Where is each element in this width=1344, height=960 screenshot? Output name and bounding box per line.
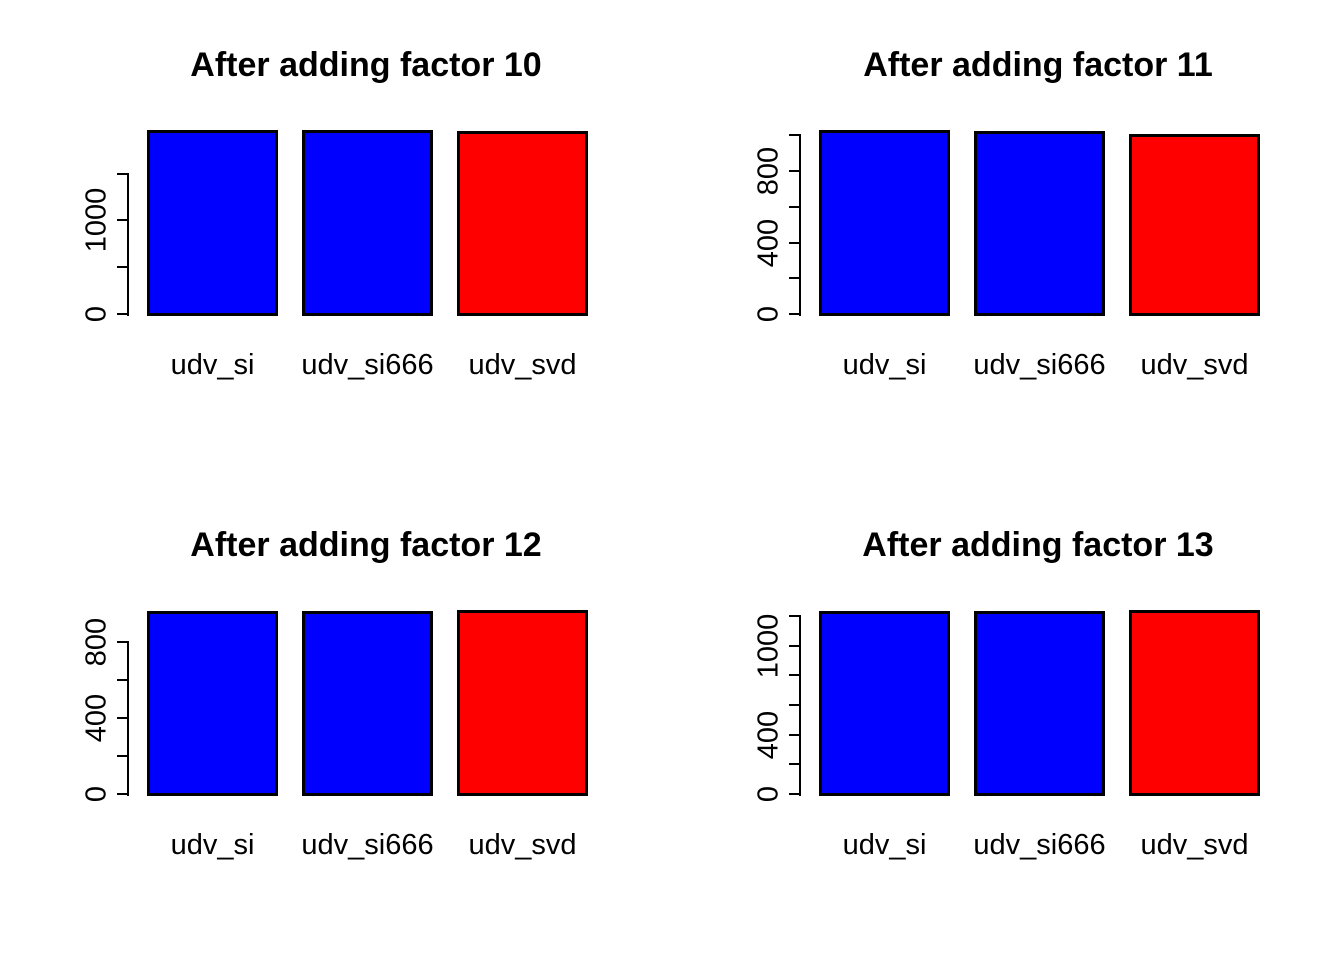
bar-udv_si666 — [974, 130, 1105, 316]
bar-udv_si — [819, 130, 950, 316]
panel-title: After adding factor 13 — [862, 526, 1214, 564]
y-tick-label: 1000 — [752, 613, 785, 678]
bar-udv_si — [819, 610, 950, 796]
barplot-panel-factor-13: After adding factor 13 0 400 1000 udv_si udv… — [672, 480, 1344, 960]
y-tick-label: 0 — [80, 785, 113, 803]
x-category-label: udv_si — [842, 349, 927, 381]
y-tick — [789, 205, 801, 208]
y-tick — [789, 793, 801, 795]
panel-title: After adding factor 12 — [190, 526, 542, 564]
bar-udv_si — [147, 611, 278, 796]
y-tick — [117, 219, 129, 222]
barplot-panel-factor-12: After adding factor 12 0 400 800 udv_si udv_… — [0, 480, 672, 960]
y-axis-line — [127, 173, 129, 316]
y-tick-label: 0 — [80, 305, 113, 323]
y-tick-label: 1000 — [80, 188, 113, 253]
x-category-label: udv_si — [842, 829, 927, 861]
y-axis-line — [799, 135, 801, 316]
panel-title: After adding factor 11 — [863, 46, 1213, 84]
bar-udv_svd — [1129, 610, 1260, 796]
y-tick-label: 800 — [80, 617, 113, 666]
y-tick — [789, 704, 801, 706]
y-tick — [117, 313, 129, 315]
y-tick-label: 400 — [80, 693, 113, 742]
x-category-label: udv_si — [170, 349, 255, 381]
x-category-label: udv_si666 — [301, 349, 434, 381]
x-category-label: udv_svd — [468, 349, 577, 381]
bar-udv_si666 — [302, 130, 433, 316]
x-category-label: udv_svd — [1140, 829, 1249, 861]
y-tick — [117, 640, 129, 643]
x-category-label: udv_svd — [468, 829, 577, 861]
y-tick — [117, 678, 129, 681]
bar-udv_svd — [1129, 133, 1260, 316]
y-tick — [789, 170, 801, 173]
x-category-label: udv_si666 — [301, 829, 434, 861]
y-tick-label: 400 — [752, 710, 785, 759]
x-category-label: udv_si — [170, 829, 255, 861]
y-tick — [117, 716, 129, 719]
y-tick — [789, 313, 801, 315]
y-tick — [117, 754, 129, 757]
y-tick — [789, 277, 801, 280]
y-tick — [789, 763, 801, 766]
y-tick-label: 0 — [752, 305, 785, 323]
y-tick — [789, 241, 801, 244]
x-category-label: udv_si666 — [973, 349, 1106, 381]
x-category-label: udv_si666 — [973, 829, 1106, 861]
y-tick — [789, 733, 801, 736]
barplot-panel-factor-11: After adding factor 11 0 400 800 udv_si udv_… — [672, 0, 1344, 480]
y-tick — [117, 266, 129, 269]
y-tick — [789, 134, 801, 137]
y-tick-label: 800 — [752, 146, 785, 196]
y-tick — [789, 674, 801, 677]
y-tick-label: 400 — [752, 218, 785, 267]
bar-udv_svd — [457, 130, 588, 316]
y-tick — [117, 172, 129, 175]
bar-udv_si666 — [974, 610, 1105, 796]
bar-udv_si — [147, 130, 278, 316]
y-axis-line — [127, 641, 129, 796]
bar-udv_svd — [457, 610, 588, 796]
y-tick — [789, 614, 801, 617]
y-tick — [789, 644, 801, 647]
x-category-label: udv_svd — [1140, 349, 1249, 381]
y-tick — [117, 793, 129, 795]
panel-title: After adding factor 10 — [190, 46, 542, 84]
bar-udv_si666 — [302, 611, 433, 796]
barplot-panel-factor-10: After adding factor 10 0 1000 udv_si udv_si… — [0, 0, 672, 480]
y-tick-label: 0 — [752, 785, 785, 803]
